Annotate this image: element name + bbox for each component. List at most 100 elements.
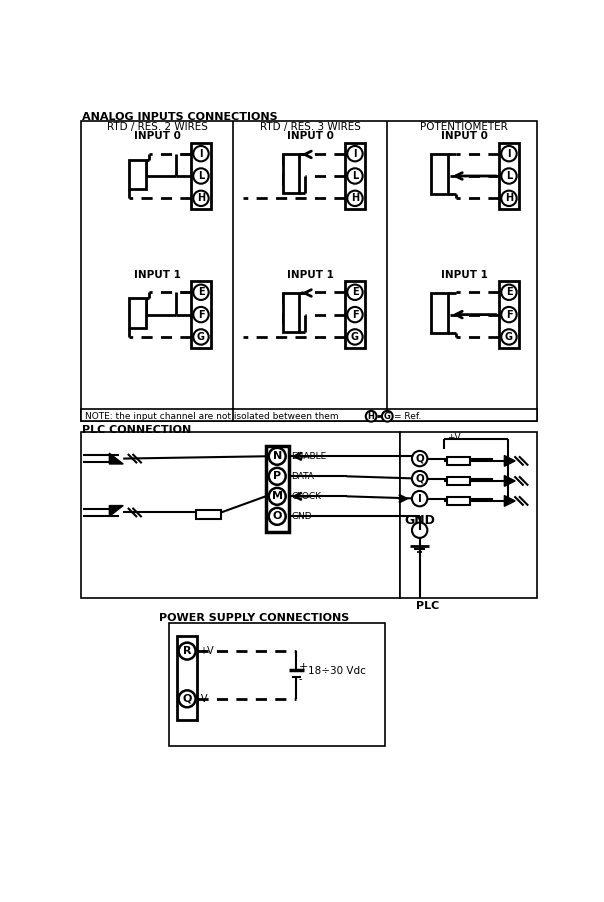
Circle shape <box>347 329 362 345</box>
Text: Q: Q <box>416 454 424 464</box>
Text: F: F <box>352 309 358 319</box>
Text: GND: GND <box>291 511 312 520</box>
Text: POWER SUPPLY CONNECTIONS: POWER SUPPLY CONNECTIONS <box>159 613 349 623</box>
Circle shape <box>193 190 208 206</box>
Bar <box>446 497 470 505</box>
Circle shape <box>347 169 362 184</box>
Circle shape <box>501 169 516 184</box>
Text: E: E <box>198 287 204 298</box>
Bar <box>169 622 385 746</box>
Text: INPUT 0: INPUT 0 <box>133 132 181 142</box>
Circle shape <box>412 522 428 538</box>
Circle shape <box>347 190 362 206</box>
Text: I: I <box>507 149 511 159</box>
Text: GND: GND <box>404 514 435 528</box>
Circle shape <box>179 690 196 707</box>
Polygon shape <box>109 453 123 464</box>
Polygon shape <box>504 495 515 506</box>
Text: M: M <box>272 492 283 502</box>
Bar <box>446 457 470 465</box>
Text: NOTE: the input channel are not isolated between them: NOTE: the input channel are not isolated… <box>85 412 338 421</box>
Bar <box>400 432 538 598</box>
Text: RTD / RES. 3 WIRES: RTD / RES. 3 WIRES <box>260 122 361 132</box>
Circle shape <box>269 468 286 484</box>
Text: G: G <box>351 332 359 342</box>
Bar <box>81 121 538 421</box>
Text: POTENTIOMETER: POTENTIOMETER <box>420 122 508 132</box>
Bar <box>283 154 299 193</box>
Bar <box>499 143 519 209</box>
Text: +: + <box>299 662 308 672</box>
Circle shape <box>501 190 516 206</box>
Text: E: E <box>506 287 512 298</box>
Text: F: F <box>198 309 204 319</box>
Circle shape <box>193 329 208 345</box>
Text: L: L <box>506 171 512 181</box>
Circle shape <box>179 642 196 659</box>
Bar <box>431 293 448 333</box>
Bar <box>431 154 448 195</box>
Circle shape <box>501 146 516 161</box>
Bar <box>191 281 211 347</box>
Text: R: R <box>183 646 191 656</box>
Text: 18÷30 Vdc: 18÷30 Vdc <box>308 666 366 676</box>
Text: DATA: DATA <box>291 472 314 481</box>
Text: INPUT 1: INPUT 1 <box>133 270 181 280</box>
Bar <box>81 432 400 598</box>
Text: ANALOG INPUTS CONNECTIONS: ANALOG INPUTS CONNECTIONS <box>82 112 278 122</box>
Bar <box>196 511 221 520</box>
Circle shape <box>347 284 362 300</box>
Bar <box>177 636 197 721</box>
Text: ENABLE: ENABLE <box>291 452 326 461</box>
Text: G: G <box>384 411 391 420</box>
Text: INPUT 0: INPUT 0 <box>441 132 488 142</box>
Polygon shape <box>504 475 515 486</box>
Circle shape <box>269 488 286 505</box>
Text: PLC: PLC <box>416 601 439 611</box>
Text: = Ref.: = Ref. <box>394 411 422 420</box>
Text: H: H <box>368 411 374 420</box>
Bar <box>191 143 211 209</box>
Bar <box>129 160 146 189</box>
Circle shape <box>412 471 428 486</box>
Text: P: P <box>273 472 281 482</box>
Text: H: H <box>351 193 359 203</box>
Text: CLOCK: CLOCK <box>291 492 321 501</box>
Text: E: E <box>352 287 358 298</box>
Text: I: I <box>418 493 422 503</box>
Text: L: L <box>352 171 358 181</box>
Text: -: - <box>299 674 302 684</box>
Circle shape <box>501 284 516 300</box>
Text: PLC CONNECTION: PLC CONNECTION <box>82 425 191 435</box>
Circle shape <box>269 508 286 525</box>
Circle shape <box>382 410 393 421</box>
Text: I: I <box>199 149 203 159</box>
Text: F: F <box>506 309 512 319</box>
Bar <box>345 281 365 347</box>
Circle shape <box>347 307 362 322</box>
Text: +V: +V <box>446 433 460 442</box>
Text: N: N <box>272 451 282 461</box>
Text: Q: Q <box>182 694 192 704</box>
Bar <box>446 477 470 484</box>
Circle shape <box>347 146 362 161</box>
Polygon shape <box>504 456 515 466</box>
Bar <box>266 446 289 532</box>
Text: I: I <box>353 149 357 159</box>
Text: H: H <box>197 193 205 203</box>
Text: G: G <box>197 332 205 342</box>
Text: H: H <box>505 193 513 203</box>
Text: Q: Q <box>416 474 424 483</box>
Text: O: O <box>272 511 282 521</box>
Bar <box>129 299 146 327</box>
Circle shape <box>193 284 208 300</box>
Circle shape <box>412 451 428 466</box>
Text: RTD / RES. 2 WIRES: RTD / RES. 2 WIRES <box>107 122 208 132</box>
Bar <box>81 409 538 421</box>
Text: G: G <box>505 332 513 342</box>
Polygon shape <box>109 505 123 516</box>
Text: -V: -V <box>199 694 208 704</box>
Circle shape <box>269 447 286 465</box>
Bar <box>345 143 365 209</box>
Text: L: L <box>198 171 204 181</box>
